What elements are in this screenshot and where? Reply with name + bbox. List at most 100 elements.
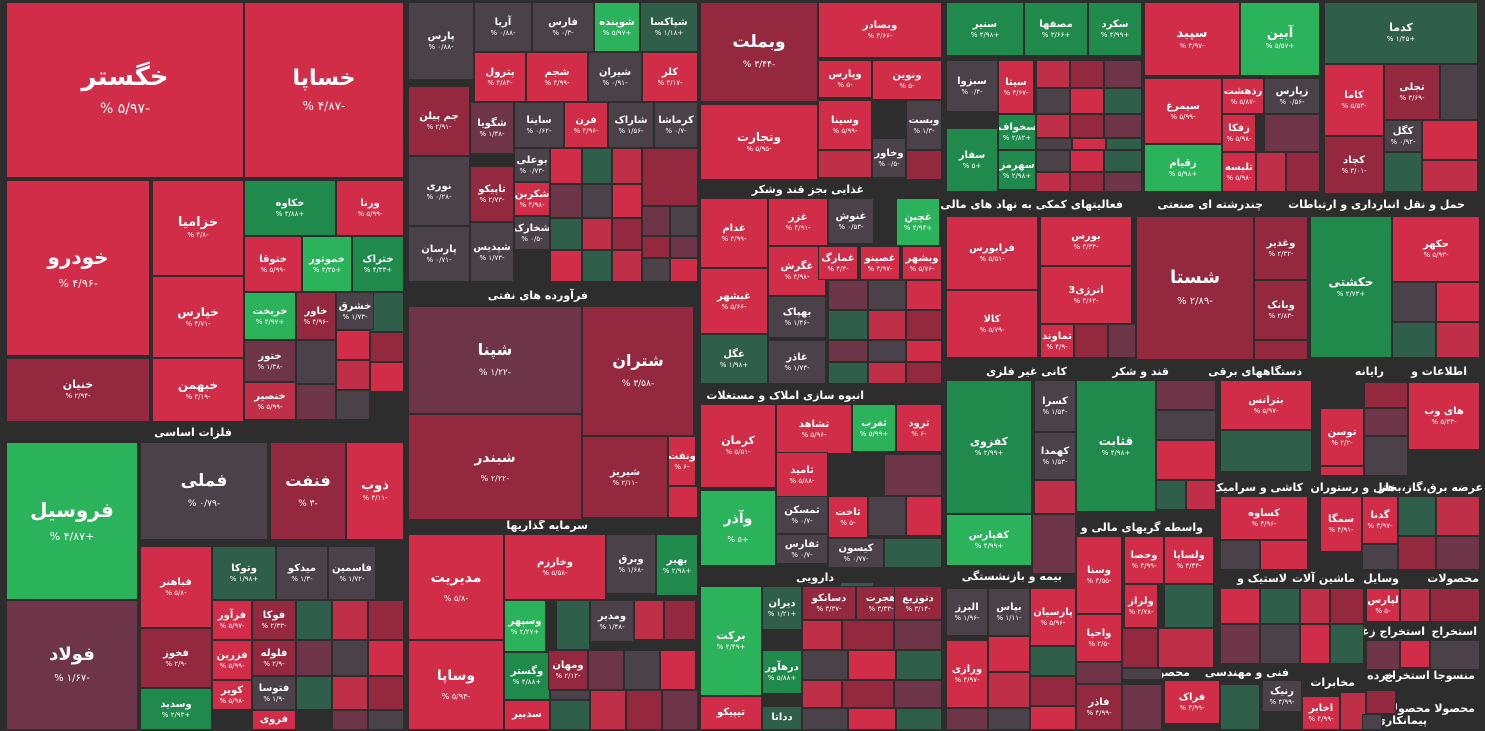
stock-tile[interactable]: وتوکا +۱/۹۸ % [212, 546, 276, 600]
stock-tile-unlabeled[interactable] [550, 690, 590, 700]
stock-tile-unlabeled[interactable] [1436, 496, 1480, 536]
stock-tile-unlabeled[interactable] [1036, 172, 1070, 192]
stock-tile-unlabeled[interactable] [1286, 152, 1320, 192]
stock-tile[interactable]: وبرق -۱/۶۸ % [606, 534, 656, 594]
stock-tile-unlabeled[interactable] [1036, 150, 1070, 172]
stock-tile[interactable]: میدکو -۱/۳ % [276, 546, 328, 600]
stock-tile[interactable]: غمارگ -۴/۴ % [818, 246, 858, 280]
stock-tile[interactable]: کفزوی +۲/۹۹ % [946, 380, 1032, 514]
stock-tile[interactable]: غدام -۴/۹۹ % [700, 198, 768, 268]
stock-tile-unlabeled[interactable] [642, 236, 670, 258]
stock-tile[interactable]: وسدید +۲/۹۳ % [140, 688, 212, 730]
stock-tile[interactable]: کاما -۵/۵۳ % [1324, 64, 1384, 136]
stock-tile[interactable]: وسینا -۵/۹۹ % [818, 100, 872, 150]
stock-tile[interactable]: سدبیر [504, 700, 550, 730]
stock-tile-unlabeled[interactable] [842, 620, 894, 650]
stock-tile[interactable]: البرز -۱/۹۶ % [946, 588, 988, 636]
stock-tile-unlabeled[interactable] [1036, 138, 1072, 150]
stock-tile[interactable]: وبشهر -۵/۷۶ % [902, 246, 942, 280]
stock-tile-unlabeled[interactable] [1436, 322, 1480, 358]
stock-tile-unlabeled[interactable] [1330, 624, 1364, 664]
stock-tile-unlabeled[interactable] [896, 708, 942, 730]
stock-tile-unlabeled[interactable] [1036, 114, 1070, 138]
stock-tile[interactable]: شپدیس -۱/۷۳ % [470, 222, 514, 282]
stock-tile-unlabeled[interactable] [828, 362, 868, 384]
stock-tile[interactable]: خودرو -۴/۹۶ % [6, 180, 150, 356]
stock-tile[interactable]: تماوند -۴/۹ % [1040, 324, 1074, 358]
stock-tile[interactable]: وخاور -۰/۵ % [872, 138, 906, 178]
stock-tile[interactable]: غگل +۱/۹۸ % [700, 334, 768, 384]
stock-tile-unlabeled[interactable] [896, 650, 942, 680]
stock-tile[interactable]: فخوز -۲/۹ % [140, 628, 212, 688]
stock-tile[interactable]: شجم -۴/۹۹ % [526, 52, 588, 102]
stock-tile[interactable]: غزر -۴/۹۱ % [768, 198, 828, 246]
stock-tile-unlabeled[interactable] [1106, 138, 1142, 150]
stock-tile[interactable]: ولراز -۲/۷۸ % [1124, 584, 1158, 628]
stock-tile[interactable]: کفپارس +۴/۹۹ % [946, 514, 1032, 566]
stock-tile[interactable]: بهیر +۲/۹۸ % [656, 534, 698, 596]
stock-tile[interactable]: خنصیر -۵/۹۹ % [244, 382, 296, 420]
stock-tile-unlabeled[interactable] [818, 150, 872, 178]
stock-tile-unlabeled[interactable] [582, 218, 612, 250]
stock-tile-unlabeled[interactable] [582, 184, 612, 218]
stock-tile-unlabeled[interactable] [1158, 628, 1214, 668]
stock-tile-unlabeled[interactable] [670, 236, 698, 258]
stock-tile-unlabeled[interactable] [1364, 408, 1408, 436]
stock-tile[interactable]: خپارس -۴/۷۱ % [152, 276, 244, 358]
stock-tile-unlabeled[interactable] [1072, 138, 1106, 150]
stock-tile-unlabeled[interactable] [1104, 114, 1142, 138]
stock-tile[interactable]: ختراک +۴/۳۳ % [352, 236, 404, 292]
stock-tile[interactable]: شیران -۰/۹۱ % [588, 52, 642, 102]
stock-tile-unlabeled[interactable] [612, 184, 642, 218]
stock-tile[interactable]: بهپاک -۱/۴۶ % [768, 296, 826, 338]
stock-tile[interactable]: فاسمین -۱/۷۲ % [328, 546, 376, 600]
stock-tile[interactable]: برکت +۴/۴۹ % [700, 586, 762, 696]
stock-tile[interactable]: اخابر -۴/۹۹ % [1302, 696, 1340, 730]
stock-tile[interactable]: فولاد -۱/۶۷ % [6, 600, 138, 730]
stock-tile-unlabeled[interactable] [1070, 150, 1104, 172]
stock-tile-unlabeled[interactable] [894, 680, 942, 708]
stock-tile-unlabeled[interactable] [590, 690, 626, 730]
stock-tile[interactable]: وغدیر -۲/۳۲ % [1254, 216, 1308, 280]
stock-tile[interactable]: کیسون -۰/۷۷ % [828, 538, 884, 568]
stock-tile[interactable]: فتوسا -۱/۹ % [252, 676, 296, 710]
stock-tile-unlabeled[interactable] [332, 676, 368, 710]
stock-tile[interactable]: توسن -۲/۲ % [1320, 408, 1364, 466]
stock-tile-unlabeled[interactable] [1220, 430, 1312, 472]
stock-tile-unlabeled[interactable] [1384, 152, 1422, 192]
stock-tile[interactable]: وبصادر -۴/۶۶ % [818, 2, 942, 58]
stock-tile[interactable]: کگل -۰/۹۲ % [1384, 120, 1422, 152]
stock-tile[interactable]: سفار +۵ % [946, 128, 998, 192]
stock-tile-unlabeled[interactable] [642, 258, 670, 282]
stock-tile-unlabeled[interactable] [368, 676, 404, 710]
stock-tile-unlabeled[interactable] [1070, 114, 1104, 138]
stock-tile[interactable]: سپید -۴/۹۷ % [1144, 2, 1240, 76]
stock-tile[interactable]: غصینو -۴/۹۷ % [860, 246, 900, 280]
stock-tile[interactable]: ثغرب +۵/۹۹ % [852, 404, 896, 452]
stock-tile[interactable]: وگستر +۴/۸۸ % [504, 652, 550, 700]
stock-tile[interactable]: فباهنر -۵/۸ % [140, 546, 212, 628]
stock-tile-unlabeled[interactable] [1220, 624, 1260, 664]
stock-tile[interactable]: غنوش -۰/۵۳ % [828, 198, 874, 244]
stock-tile-unlabeled[interactable] [1264, 114, 1320, 152]
stock-tile[interactable]: کالا -۵/۷۹ % [946, 290, 1038, 358]
stock-tile[interactable]: فوکا -۲/۳۳ % [252, 600, 296, 640]
stock-tile[interactable]: کلر -۴/۱۷ % [642, 52, 698, 102]
stock-tile[interactable]: شکربن -۴/۹۸ % [514, 182, 550, 216]
stock-tile-unlabeled[interactable] [336, 390, 370, 420]
stock-tile-unlabeled[interactable] [842, 680, 894, 708]
stock-tile[interactable]: خگستر -۵/۹۷ % [6, 2, 244, 178]
stock-tile[interactable]: غبشهر -۵/۶۶ % [700, 268, 768, 334]
stock-tile[interactable]: دیران +۱/۲۱ % [762, 586, 802, 630]
stock-tile[interactable]: شاراک -۱/۵۶ % [608, 102, 654, 148]
stock-tile[interactable]: فارس -۰/۳ % [532, 2, 594, 52]
stock-tile[interactable]: تیپیکو [700, 696, 762, 730]
stock-tile-unlabeled[interactable] [1256, 152, 1286, 192]
stock-tile-unlabeled[interactable] [332, 640, 368, 676]
stock-tile-unlabeled[interactable] [1122, 628, 1158, 668]
stock-tile[interactable]: سکرد +۳/۹۹ % [1088, 2, 1142, 56]
stock-tile-unlabeled[interactable] [848, 650, 896, 680]
stock-tile[interactable]: فملی -۰/۷۹ % [140, 442, 268, 540]
stock-tile-unlabeled[interactable] [296, 384, 336, 420]
stock-tile-unlabeled[interactable] [1430, 588, 1480, 622]
